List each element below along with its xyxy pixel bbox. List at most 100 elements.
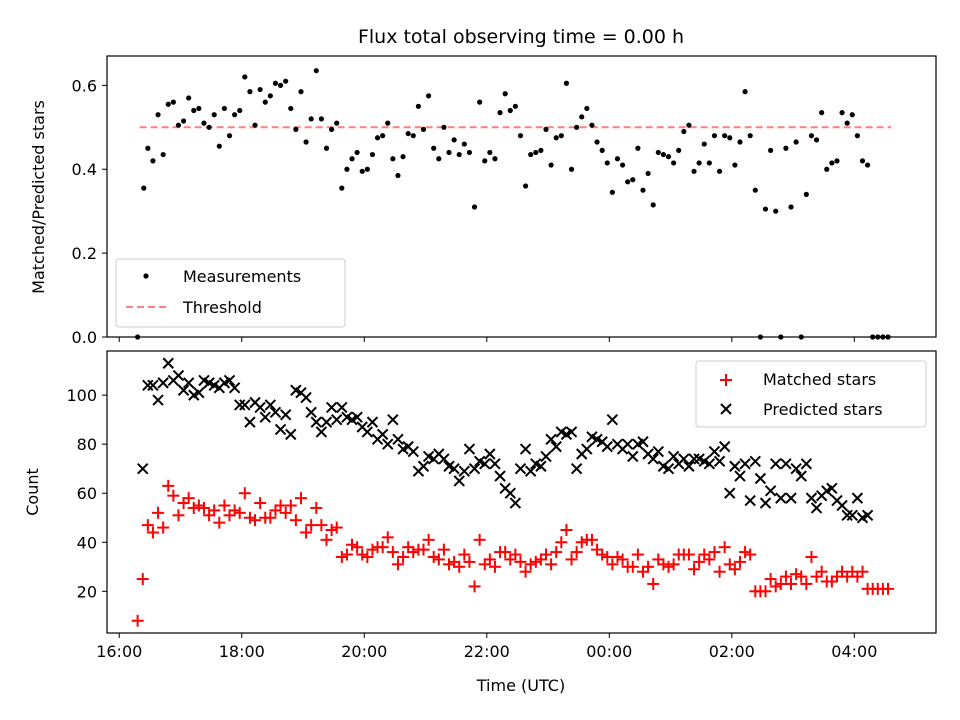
matched-stars-point [289,514,302,527]
matched-stars-point [483,553,496,566]
measurements-point [696,160,702,166]
predicted-stars-point [387,413,399,426]
predicted-stars-point [239,399,251,411]
matched-stars-point [249,514,262,527]
matched-stars-point [815,565,828,578]
predicted-stars-point [570,462,583,475]
measurements-point [446,149,452,156]
matched-stars-point [488,560,501,573]
measurements-point [691,168,697,174]
measurements-point [768,147,774,153]
matched-stars-point [529,555,542,568]
matched-stars-point [218,499,231,512]
measurements-point [277,82,284,88]
matched-stars-point [172,509,185,522]
measurements-point [492,156,498,162]
predicted-stars-point [366,416,379,428]
predicted-stars-point [759,497,772,509]
measurements-point [436,156,442,162]
measurements-point [655,149,661,156]
predicted-stars-point [846,509,858,522]
measurements-point [482,158,488,164]
measurements-point [339,185,345,191]
matched-stars-point [585,533,598,546]
matched-stars-point [606,558,619,571]
measurements-point [344,166,350,172]
predicted-stars-point [448,462,460,475]
predicted-stars-point [254,401,266,414]
matched-stars-point [805,550,818,563]
matched-stars-point [162,479,175,492]
measurements-point [415,103,421,109]
predicted-stars-point [458,465,471,477]
measurements-point [170,99,176,105]
measurements-point [660,151,667,158]
measurements-point [665,154,672,160]
predicted-stars-point [315,426,328,438]
measurements-point [711,133,718,139]
matched-stars-point [325,524,338,537]
predicted-stars-point [463,443,476,455]
matched-stars-point [779,570,792,583]
predicted-stars-point [739,458,751,470]
matched-stars-point [407,546,420,559]
measurements-point [808,133,815,139]
matched-stars-point [366,543,379,556]
x-tick-label: 00:00 [586,642,632,661]
predicted-stars-point [565,426,578,438]
matched-stars-point [315,519,328,532]
predicted-stars-point [438,453,450,465]
predicted-stars-point [509,497,522,509]
matched-stars-point [254,497,267,510]
matched-stars-point [703,553,716,566]
bottom-axes-frame [106,350,937,634]
predicted-stars-point [234,399,246,411]
measurements-point [507,107,513,114]
predicted-stars-point [601,440,613,453]
measurements-point [727,135,733,141]
measurements-point [165,101,171,107]
measurements-point [349,156,355,162]
measurements-point [329,126,335,132]
matched-stars-point [152,506,165,519]
matched-stars-point [335,550,348,563]
measurements-point [390,156,396,162]
legend-label-predicted-stars: Predicted stars [763,400,883,419]
measurements-point [431,145,437,151]
top-marks [135,68,892,340]
matched-stars-point [733,555,746,568]
matched-stars-point [667,558,680,571]
legend-label-matched-stars: Matched stars [763,370,876,389]
predicted-stars-point [770,458,782,470]
predicted-stars-point [826,482,838,495]
measurements-point [839,110,845,116]
matched-stars-point [167,489,180,502]
matched-stars-point [351,541,364,554]
matched-stars-point [131,614,144,627]
measurements-point [477,99,483,105]
measurements-point [313,68,319,74]
measurements-point [283,78,289,84]
measurements-point [584,105,590,112]
measurements-point [594,139,600,145]
measurements-point [747,133,753,139]
predicted-stars-point [764,485,777,497]
matched-stars-point [774,577,787,590]
measurements-point [528,151,534,158]
predicted-stars-point [524,465,537,477]
measurements-point [180,118,187,124]
predicted-stars-point [851,492,864,504]
matched-stars-point [560,524,573,537]
predicted-stars-point [810,502,823,514]
measurements-point [803,191,809,198]
predicted-stars-point [259,411,271,423]
predicted-stars-point [800,458,813,470]
matched-stars-point [376,541,389,554]
matched-stars-point [856,565,869,578]
measurements-point [237,107,243,114]
predicted-stars-point [550,440,562,453]
predicted-stars-point [279,409,292,421]
measurements-point [788,204,794,210]
measurements-point [859,158,866,164]
matched-stars-point [647,577,660,590]
